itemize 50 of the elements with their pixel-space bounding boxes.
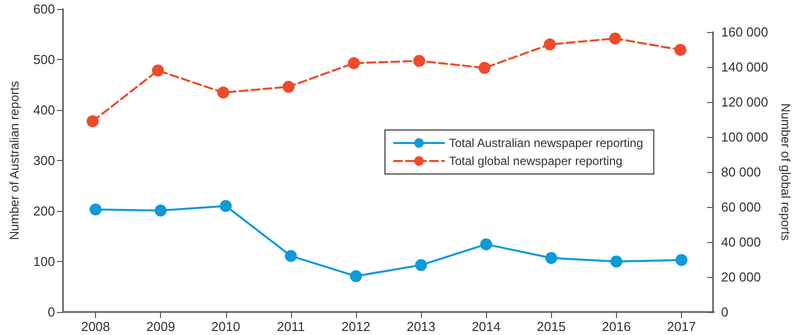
- x-tick-label: 2014: [472, 319, 501, 334]
- point: [217, 86, 230, 99]
- point: [610, 256, 622, 268]
- point: [282, 80, 295, 93]
- point: [90, 203, 102, 216]
- point: [480, 238, 492, 250]
- x-tick-label: 2009: [146, 319, 176, 334]
- y2-tick-label: 120 000: [721, 94, 768, 110]
- point: [284, 250, 297, 262]
- point: [674, 44, 686, 56]
- y2-tick-label: 0: [721, 304, 728, 320]
- point: [220, 200, 232, 212]
- y-axis-title: Number of Australian reports: [8, 80, 22, 240]
- y2-tick-label: 140 000: [721, 60, 768, 74]
- y-tick-label: 600: [33, 2, 55, 16]
- y2-tick-label: 160 000: [721, 24, 768, 40]
- y-tick-label: 500: [33, 52, 55, 67]
- x-tick-label: 2008: [81, 319, 110, 334]
- x-tick-label: 2015: [536, 319, 566, 334]
- x-tick-label: 2017: [666, 319, 696, 334]
- y-tick-label: 400: [33, 102, 55, 118]
- y2-tick-label: 60 000: [721, 200, 761, 214]
- x-tick-label: 2016: [602, 319, 631, 334]
- y2-tick-label: 20 000: [721, 270, 761, 284]
- x-tick-label: 2011: [276, 319, 305, 334]
- point: [415, 259, 428, 272]
- y-tick-label: 300: [33, 153, 55, 168]
- point: [152, 64, 164, 76]
- legend-label: Total global newspaper reporting: [449, 154, 622, 168]
- x-tick-label: 2012: [341, 319, 370, 334]
- point: [544, 38, 556, 50]
- point: [413, 54, 426, 67]
- point: [154, 204, 167, 216]
- point: [545, 252, 558, 264]
- point: [348, 57, 360, 70]
- y-tick-label: 100: [33, 254, 55, 269]
- x-tick-label: 2013: [406, 319, 436, 334]
- point: [86, 115, 99, 128]
- y2-tick-label: 40 000: [721, 234, 761, 250]
- y-tick-label: 200: [33, 204, 55, 218]
- point: [350, 270, 362, 282]
- y2-tick-label: 100 000: [721, 130, 768, 144]
- point: [478, 62, 491, 74]
- point: [675, 254, 688, 266]
- legend-label: Total Australian newspaper reporting: [449, 136, 644, 150]
- x-tick-label: 2010: [211, 319, 240, 334]
- y-tick-label: 0: [48, 304, 55, 320]
- y2-tick-label: 80 000: [721, 164, 761, 180]
- point: [609, 32, 622, 44]
- y2-axis-title: Number of global reports: [778, 103, 792, 241]
